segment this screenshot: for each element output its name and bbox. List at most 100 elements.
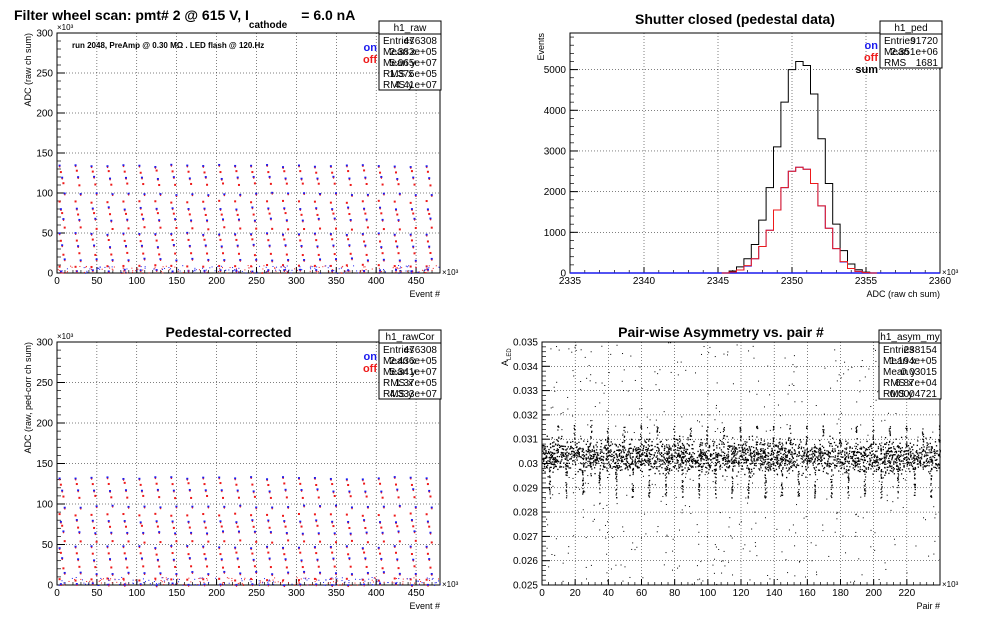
data-point — [223, 193, 226, 196]
data-point — [396, 267, 398, 269]
data-point — [569, 453, 571, 456]
data-point — [584, 463, 586, 465]
data-point — [665, 459, 667, 462]
data-point — [753, 458, 755, 460]
data-point — [688, 468, 691, 470]
data-point — [382, 192, 385, 195]
data-point — [861, 468, 863, 471]
data-point — [688, 457, 691, 460]
data-point — [685, 464, 687, 466]
data-point — [693, 457, 695, 460]
data-point — [553, 445, 555, 447]
data-point — [814, 459, 816, 461]
data-point — [547, 460, 549, 462]
data-point — [815, 451, 818, 453]
data-point — [740, 444, 742, 446]
data-point — [61, 245, 63, 248]
data-point — [166, 579, 168, 581]
data-point — [205, 246, 207, 248]
data-point — [580, 448, 582, 450]
data-point — [340, 272, 342, 274]
x-tick-label: 400 — [368, 276, 385, 287]
data-point — [595, 456, 598, 458]
data-point — [238, 271, 240, 273]
data-point — [866, 440, 868, 443]
data-point — [78, 220, 81, 222]
data-point — [745, 453, 747, 455]
data-point — [707, 449, 709, 452]
data-point — [805, 476, 807, 478]
data-point — [880, 476, 883, 479]
data-point — [74, 265, 77, 268]
data-point — [303, 504, 306, 507]
data-point — [861, 454, 864, 456]
data-point — [810, 460, 812, 462]
data-point — [594, 453, 596, 455]
data-point — [235, 483, 238, 486]
data-point — [315, 239, 318, 242]
data-point — [934, 459, 936, 461]
data-point — [607, 450, 609, 452]
data-point — [186, 233, 188, 235]
data-point — [667, 462, 669, 464]
data-point — [179, 270, 181, 272]
data-point — [586, 466, 588, 468]
data-point — [549, 460, 551, 462]
data-point — [683, 449, 685, 452]
data-point — [266, 271, 268, 273]
data-point — [891, 465, 893, 467]
data-point — [75, 207, 78, 210]
data-point — [638, 451, 640, 453]
data-point — [364, 178, 367, 180]
data-point — [74, 579, 77, 582]
data-point — [363, 271, 365, 273]
data-point — [77, 526, 80, 529]
data-point — [658, 465, 660, 468]
data-point — [569, 448, 571, 450]
data-point — [701, 455, 704, 458]
data-point — [698, 456, 700, 458]
data-point — [142, 533, 144, 535]
data-point — [156, 209, 158, 211]
data-point — [85, 266, 87, 268]
data-point — [353, 265, 355, 267]
data-point — [203, 209, 206, 211]
data-point — [194, 267, 196, 269]
data-point — [630, 463, 633, 465]
data-point — [763, 440, 766, 442]
data-point — [83, 582, 85, 584]
data-point — [729, 446, 731, 448]
data-point — [580, 468, 582, 471]
data-point — [144, 581, 146, 583]
data-point — [831, 449, 834, 452]
data-point — [543, 463, 546, 466]
data-point — [644, 464, 646, 466]
data-point — [236, 525, 239, 528]
data-point — [286, 533, 288, 535]
data-point — [889, 450, 892, 453]
data-point — [910, 462, 912, 464]
data-point — [689, 453, 691, 455]
data-point — [589, 443, 591, 445]
data-point — [618, 464, 620, 467]
data-point — [324, 584, 326, 586]
data-point — [857, 443, 859, 446]
data-point — [698, 464, 700, 466]
data-point — [885, 456, 887, 459]
data-point — [294, 584, 296, 586]
data-point — [109, 558, 112, 561]
data-point — [674, 465, 677, 467]
data-point — [705, 462, 707, 464]
data-point — [335, 193, 337, 196]
data-point — [349, 219, 352, 222]
data-point — [561, 445, 563, 447]
data-point — [742, 449, 744, 451]
data-point — [705, 467, 708, 469]
data-point — [123, 239, 126, 242]
data-point — [730, 445, 732, 447]
plot-frame — [569, 32, 941, 274]
data-point — [782, 444, 784, 446]
data-point — [237, 582, 239, 584]
data-point — [589, 454, 591, 456]
data-point — [274, 268, 276, 270]
